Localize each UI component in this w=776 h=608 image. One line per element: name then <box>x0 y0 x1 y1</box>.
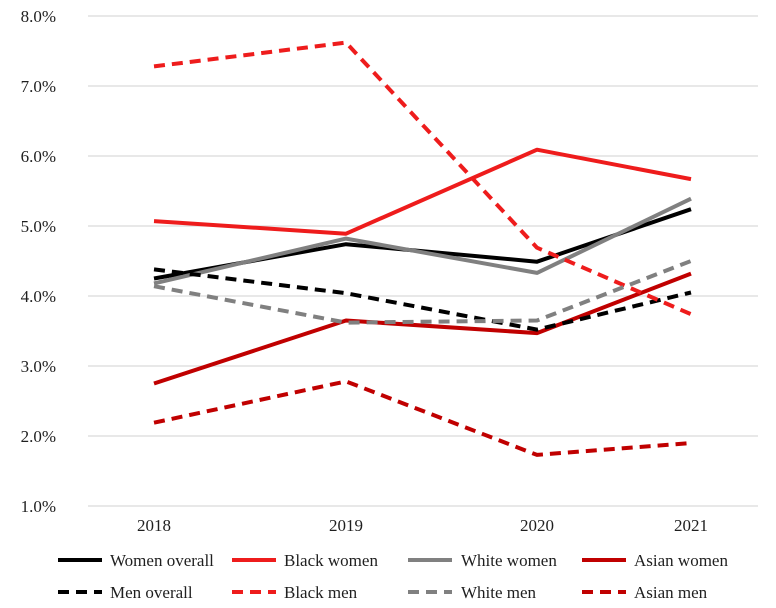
series-layer <box>153 40 692 457</box>
legend-label: Black men <box>284 583 358 602</box>
y-tick-label-2: 2.0% <box>21 427 56 446</box>
y-axis-ticks: 1.0% 2.0% 3.0% 4.0% 5.0% 6.0% 7.0% 8.0% <box>21 7 56 516</box>
legend-item-asian-men: Asian men <box>582 583 708 602</box>
legend-label: Asian women <box>634 551 728 570</box>
x-tick-label-2019: 2019 <box>329 516 363 535</box>
y-tick-label-1: 1.0% <box>21 497 56 516</box>
series-line-black-women <box>153 147 692 236</box>
legend-item-white-women: White women <box>408 551 557 570</box>
legend: Women overall Black women White women Asian… <box>58 551 728 602</box>
legend-item-men-overall: Men overall <box>58 583 193 602</box>
x-tick-label-2018: 2018 <box>137 516 171 535</box>
legend-label: Black women <box>284 551 378 570</box>
y-tick-label-5: 5.0% <box>21 217 56 236</box>
grid-layer <box>88 15 758 507</box>
series-line-black-men <box>153 40 692 317</box>
legend-item-women-overall: Women overall <box>58 551 214 570</box>
legend-label: Asian men <box>634 583 708 602</box>
legend-item-black-men: Black men <box>232 583 358 602</box>
x-axis-ticks: 2018 2019 2020 2021 <box>137 516 708 535</box>
y-tick-label-7: 7.0% <box>21 77 56 96</box>
y-tick-label-6: 6.0% <box>21 147 56 166</box>
series-line-asian-men <box>153 379 692 457</box>
series-line-women-overall <box>153 207 692 281</box>
legend-item-white-men: White men <box>408 583 537 602</box>
y-tick-label-3: 3.0% <box>21 357 56 376</box>
x-tick-label-2021: 2021 <box>674 516 708 535</box>
series-line-asian-women <box>153 271 692 386</box>
legend-label: Men overall <box>110 583 193 602</box>
legend-label: White men <box>461 583 537 602</box>
legend-label: Women overall <box>110 551 214 570</box>
series-line-white-men <box>153 259 692 325</box>
y-tick-label-8: 8.0% <box>21 7 56 26</box>
x-tick-label-2020: 2020 <box>520 516 554 535</box>
legend-item-asian-women: Asian women <box>582 551 728 570</box>
legend-item-black-women: Black women <box>232 551 378 570</box>
series-line-men-overall <box>153 267 692 332</box>
y-tick-label-4: 4.0% <box>21 287 56 306</box>
legend-label: White women <box>461 551 557 570</box>
series-line-white-women <box>153 196 692 286</box>
